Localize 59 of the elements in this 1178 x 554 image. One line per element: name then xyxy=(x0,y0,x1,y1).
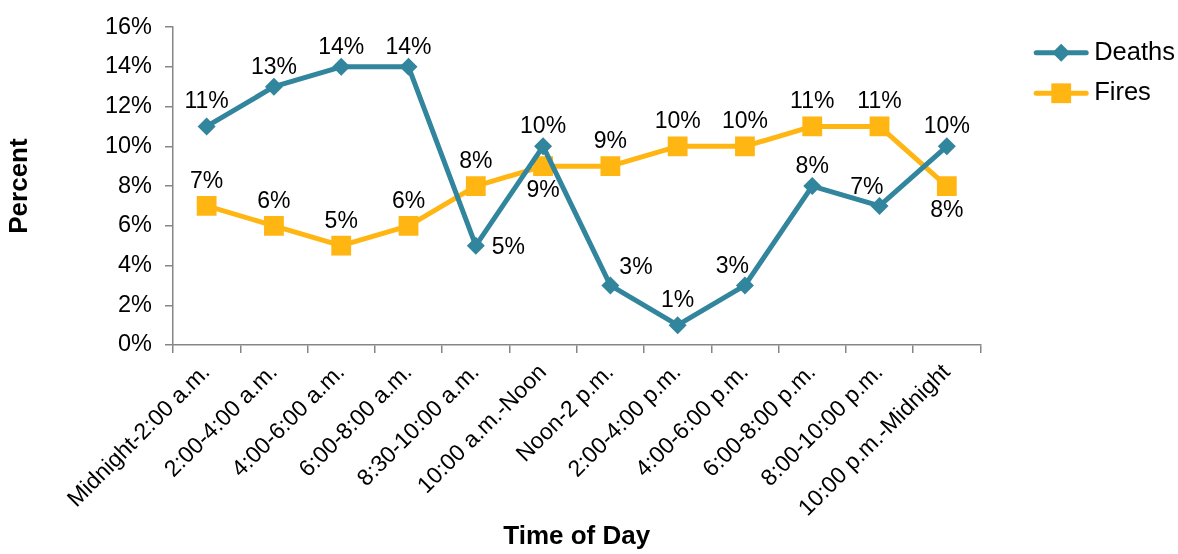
data-label: 9% xyxy=(593,127,627,154)
data-label: 5% xyxy=(324,206,358,233)
data-label: 14% xyxy=(318,32,365,59)
point xyxy=(735,276,754,295)
data-label: 13% xyxy=(250,52,297,79)
y-tick-label: 10% xyxy=(104,131,153,158)
point xyxy=(331,235,352,256)
point xyxy=(398,215,419,236)
data-label: 6% xyxy=(257,186,291,213)
point xyxy=(264,77,283,96)
y-tick-label: 14% xyxy=(104,52,153,79)
data-label: 5% xyxy=(491,232,526,259)
y-tick-label: 8% xyxy=(118,171,153,198)
data-label: 3% xyxy=(715,252,749,279)
data-label: 7% xyxy=(190,166,224,193)
y-tick-label: 0% xyxy=(118,330,153,357)
point xyxy=(534,137,553,156)
y-tick-label: 4% xyxy=(118,251,153,278)
data-label: 8% xyxy=(930,196,964,223)
y-tick-label: 16% xyxy=(104,12,153,39)
data-label: 11% xyxy=(184,87,229,114)
point xyxy=(264,215,284,236)
data-label: 10% xyxy=(520,112,567,139)
point xyxy=(936,176,957,196)
data-label: 8% xyxy=(795,152,829,179)
point xyxy=(466,236,485,255)
point xyxy=(465,176,486,196)
legend-label: Fires xyxy=(1094,77,1151,106)
point xyxy=(197,117,216,136)
data-label: 10% xyxy=(654,107,701,134)
point xyxy=(869,116,890,137)
point xyxy=(802,116,823,137)
data-label: 6% xyxy=(391,186,426,213)
data-label: 11% xyxy=(857,87,902,114)
y-tick-label: 6% xyxy=(118,211,153,238)
data-label: 14% xyxy=(385,32,432,59)
point xyxy=(600,156,621,177)
data-label: 3% xyxy=(619,253,653,280)
y-axis-title: Percent xyxy=(2,138,33,234)
data-label: 9% xyxy=(526,176,560,203)
data-label: 10% xyxy=(721,107,768,134)
data-label: 11% xyxy=(790,87,835,114)
legend-label: Deaths xyxy=(1094,36,1175,65)
y-tick-label: 12% xyxy=(104,92,153,119)
point xyxy=(399,57,418,76)
data-label: 10% xyxy=(923,112,970,139)
data-label: 8% xyxy=(459,147,493,174)
point xyxy=(601,276,620,295)
x-axis-title: Time of Day xyxy=(503,519,651,550)
point xyxy=(735,136,755,157)
point xyxy=(668,316,687,335)
point xyxy=(937,137,956,156)
point xyxy=(870,196,889,215)
point xyxy=(803,177,822,196)
point xyxy=(667,136,688,157)
data-label: 1% xyxy=(661,286,695,313)
point xyxy=(196,196,217,216)
y-tick-label: 2% xyxy=(118,290,153,317)
data-label: 7% xyxy=(850,172,884,199)
